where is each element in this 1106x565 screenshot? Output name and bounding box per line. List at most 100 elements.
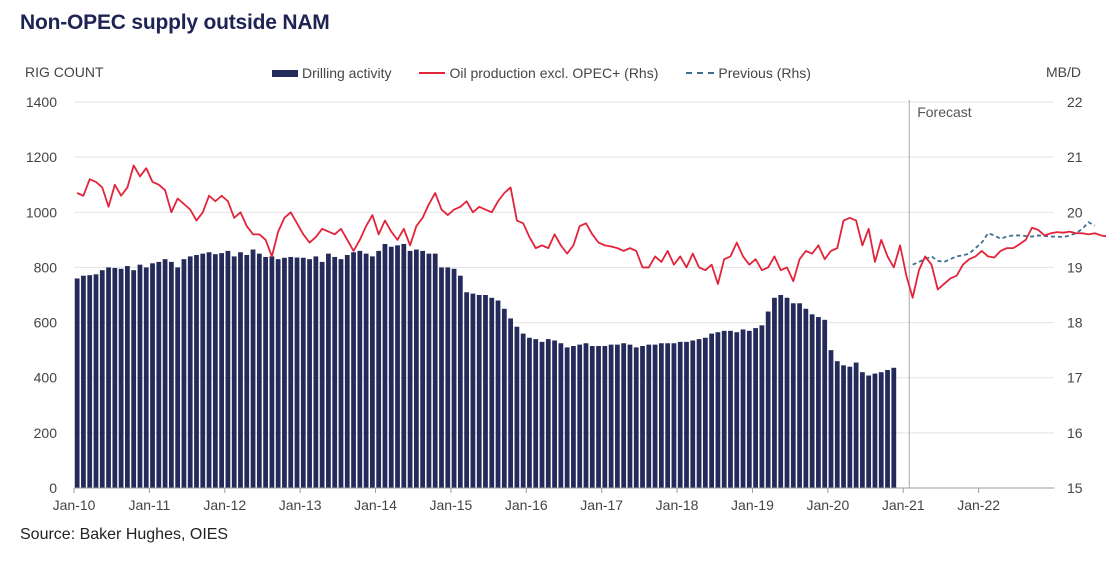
- bar: [269, 256, 275, 488]
- bar: [665, 343, 671, 488]
- series-line-previous: [912, 221, 1096, 266]
- legend-label-previous: Previous (Rhs): [718, 65, 811, 81]
- left-tick-label: 600: [34, 315, 58, 331]
- bar: [860, 372, 865, 488]
- bar: [746, 330, 752, 488]
- bar: [457, 275, 463, 488]
- bar: [627, 344, 633, 488]
- bar: [834, 361, 840, 488]
- bar: [545, 339, 551, 488]
- bar: [797, 303, 802, 488]
- bar: [162, 259, 168, 488]
- right-tick-label: 15: [1067, 480, 1083, 496]
- bar: [558, 343, 564, 488]
- bar: [288, 256, 294, 488]
- bar: [658, 343, 664, 488]
- bar: [118, 268, 124, 488]
- left-tick-label: 1200: [26, 149, 57, 165]
- bar: [407, 250, 413, 488]
- bar: [527, 337, 532, 488]
- bar: [150, 263, 155, 488]
- x-tick-label: Jan-17: [580, 497, 623, 513]
- legend-item-previous: Previous (Rhs): [686, 65, 811, 81]
- bar: [382, 243, 388, 488]
- bar: [156, 261, 162, 488]
- bar: [370, 256, 375, 488]
- bar: [677, 341, 683, 488]
- bar: [891, 367, 897, 488]
- bar: [816, 317, 821, 488]
- right-tick-label: 18: [1067, 315, 1083, 331]
- right-axis-title: MB/D: [1046, 64, 1081, 80]
- forecast-label: Forecast: [917, 104, 972, 120]
- bar: [847, 366, 853, 488]
- bar: [596, 346, 601, 488]
- bar: [778, 295, 784, 488]
- x-tick-label: Jan-15: [430, 497, 473, 513]
- bar: [702, 337, 708, 488]
- bar: [181, 259, 187, 488]
- bar: [765, 311, 771, 488]
- bar: [822, 319, 828, 488]
- bar: [275, 259, 281, 488]
- bar: [376, 250, 382, 488]
- bar: [175, 267, 181, 488]
- bar: [878, 372, 884, 488]
- bar: [489, 297, 495, 488]
- bar: [388, 246, 394, 488]
- bar: [709, 333, 715, 488]
- x-tick-label: Jan-11: [128, 497, 170, 513]
- left-tick-label: 800: [34, 259, 58, 275]
- bar: [470, 293, 476, 488]
- right-tick-label: 19: [1067, 259, 1083, 275]
- bar: [231, 256, 237, 488]
- bar: [552, 340, 557, 488]
- bar: [93, 274, 99, 488]
- x-tick-label: Jan-22: [957, 497, 1000, 513]
- legend-item-production: Oil production excl. OPEC+ (Rhs): [419, 65, 658, 81]
- bar: [451, 268, 457, 488]
- bar: [344, 255, 350, 488]
- bar: [445, 267, 451, 488]
- bar: [131, 270, 137, 488]
- bar: [589, 346, 595, 488]
- bar: [294, 257, 300, 488]
- x-tick-label: Jan-21: [882, 497, 925, 513]
- right-tick-label: 16: [1067, 425, 1083, 441]
- chart-title: Non-OPEC supply outside NAM: [20, 11, 330, 34]
- x-tick-label: Jan-19: [731, 497, 774, 513]
- bar: [332, 256, 338, 488]
- bar: [206, 252, 212, 488]
- bar: [225, 250, 231, 488]
- legend-swatch-bar: [272, 69, 298, 77]
- bar: [784, 297, 790, 488]
- x-tick-label: Jan-14: [354, 497, 397, 513]
- legend-label-drilling: Drilling activity: [302, 65, 392, 81]
- series-line-production: [76, 164, 1106, 299]
- bar: [263, 256, 268, 488]
- left-tick-label: 1000: [26, 204, 57, 220]
- left-axis-title: RIG COUNT: [25, 64, 104, 80]
- bar: [621, 343, 627, 488]
- bar: [640, 346, 645, 488]
- bar: [571, 346, 576, 488]
- bar: [652, 344, 658, 488]
- bar: [633, 347, 639, 488]
- bar: [583, 343, 589, 488]
- bar: [338, 259, 344, 488]
- bar: [514, 326, 520, 488]
- bar: [168, 261, 174, 488]
- bar: [432, 253, 438, 488]
- bar: [87, 275, 93, 488]
- bar: [577, 344, 583, 488]
- bar: [602, 346, 608, 488]
- legend: Drilling activity Oil production excl. O…: [272, 65, 839, 81]
- right-tick-label: 21: [1067, 149, 1083, 165]
- bar: [671, 343, 677, 488]
- x-tick-label: Jan-12: [203, 497, 246, 513]
- bar: [866, 375, 872, 488]
- bar: [476, 295, 482, 488]
- bar: [483, 295, 488, 488]
- bar: [194, 255, 199, 488]
